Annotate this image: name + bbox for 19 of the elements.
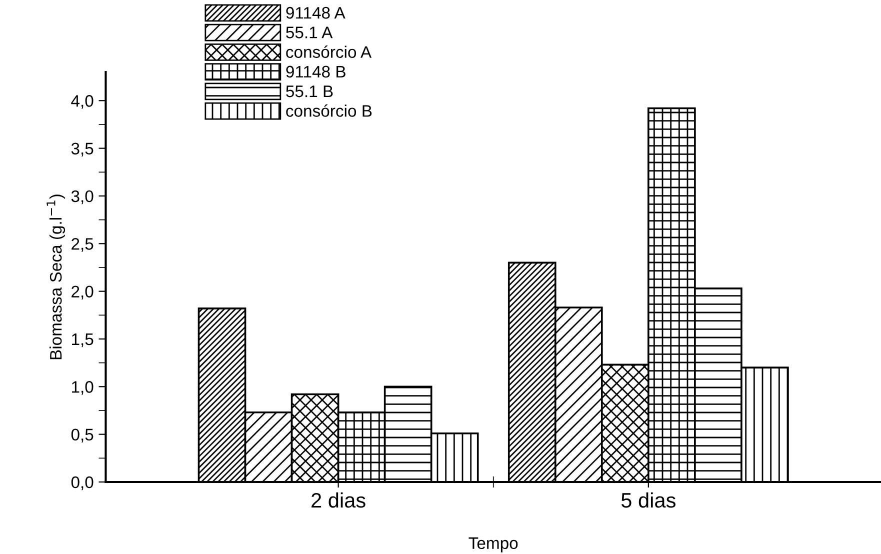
y-tick-label: 3,0 bbox=[71, 190, 94, 204]
y-tick-label: 1,0 bbox=[72, 381, 94, 395]
y-axis-title: Biomassa Seca (g.l$^{−1}$) bbox=[46, 194, 66, 360]
y-tick-label: 3,5 bbox=[71, 142, 94, 156]
legend-label: 91148 A bbox=[286, 6, 346, 19]
y-tick-label: 0,5 bbox=[71, 428, 94, 442]
x-axis-title: Tempo bbox=[468, 537, 518, 552]
x-tick-label: 2 dias bbox=[312, 492, 366, 508]
legend-label: 55.1 B bbox=[286, 86, 333, 98]
legend-label: consórcio A bbox=[286, 46, 372, 58]
y-tick-label: 4,0 bbox=[71, 95, 94, 109]
legend-label: consórcio B bbox=[286, 104, 372, 117]
y-tick-label: 2,0 bbox=[72, 286, 94, 300]
x-tick-label: 5 dias bbox=[621, 492, 676, 508]
y-tick-label: 1,5 bbox=[72, 334, 94, 348]
legend-label: 55.1 A bbox=[286, 26, 333, 38]
legend-label: 91148 B bbox=[286, 66, 346, 78]
y-tick-label: 0,0 bbox=[71, 476, 94, 490]
y-tick-label: 2,5 bbox=[72, 238, 94, 252]
